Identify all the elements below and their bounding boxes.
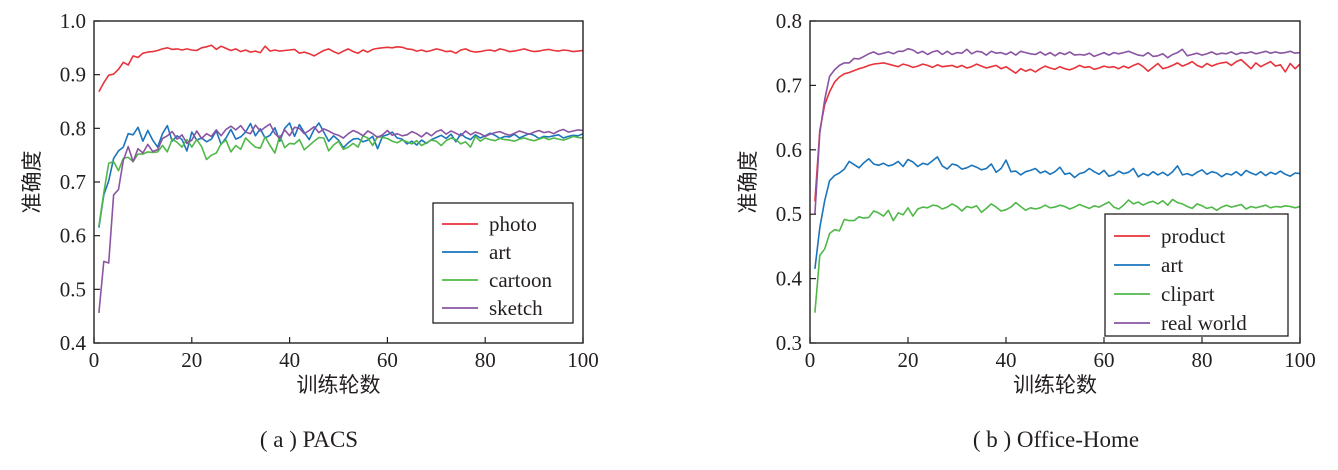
legend: photo art cartoon sketch [432,202,574,324]
y-tick-label: 0.7 [776,73,802,97]
y-tick-label: 0.6 [776,138,802,162]
legend-label: product [1161,224,1225,248]
y-tick-label: 0.8 [776,9,802,33]
panel-caption: ( b ) Office-Home [973,427,1139,452]
series-line-art [814,156,1300,269]
chart-pacs: 0 20 40 60 80 100 0.4 0.5 0.6 0.7 0.8 0.9 1.0 训练轮数 准确度… [20,9,599,452]
y-axis-title: 准确度 [736,151,760,214]
y-tick-label: 0.5 [776,202,802,226]
series-line-cartoon [98,135,583,227]
y-tick-label: 0.7 [60,170,86,194]
y-tick-label: 0.4 [60,331,87,355]
y-tick-label: 1.0 [60,9,86,33]
x-tick-label: 40 [996,348,1017,372]
chart-office-home: 0 20 40 60 80 100 0.3 0.4 0.5 0.6 0.7 0.8 训练轮数 准确度 pro… [736,9,1316,452]
y-tick-label: 0.9 [60,63,86,87]
x-tick-label: 60 [377,348,398,372]
legend-box [1104,213,1289,337]
y-tick-label: 0.4 [776,267,803,291]
legend-label: photo [489,212,537,236]
panel-caption: ( a ) PACS [260,427,358,452]
x-tick-label: 0 [89,348,100,372]
legend-label: sketch [489,296,543,320]
x-axis-title: 训练轮数 [297,373,381,397]
legend-label: real world [1161,311,1247,335]
x-tick-label: 40 [279,348,300,372]
x-tick-label: 80 [475,348,496,372]
legend: product art clipart real world [1104,213,1289,337]
y-axis-title: 准确度 [20,151,44,214]
series-line-real-world [814,47,1300,215]
legend-label: cartoon [489,268,552,292]
x-tick-label: 80 [1192,348,1213,372]
legend-label: art [1161,253,1183,277]
y-tick-label: 0.3 [776,331,802,355]
legend-label: art [489,240,511,264]
y-tick-label: 0.8 [60,116,86,140]
y-tick-label: 0.6 [60,224,86,248]
legend-box [432,202,574,324]
series-line-sketch [98,123,583,313]
y-tick-label: 0.5 [60,277,86,301]
x-tick-label: 60 [1094,348,1115,372]
plot-frame [809,20,1301,344]
series-line-clipart [814,198,1300,313]
x-axis-title: 训练轮数 [1013,373,1097,397]
x-tick-label: 100 [1284,348,1316,372]
x-tick-label: 100 [567,348,599,372]
legend-label: clipart [1161,282,1215,306]
x-tick-label: 0 [805,348,816,372]
x-tick-label: 20 [181,348,202,372]
x-tick-label: 20 [898,348,919,372]
series-line-product [814,58,1300,202]
series-line-photo [98,44,583,93]
